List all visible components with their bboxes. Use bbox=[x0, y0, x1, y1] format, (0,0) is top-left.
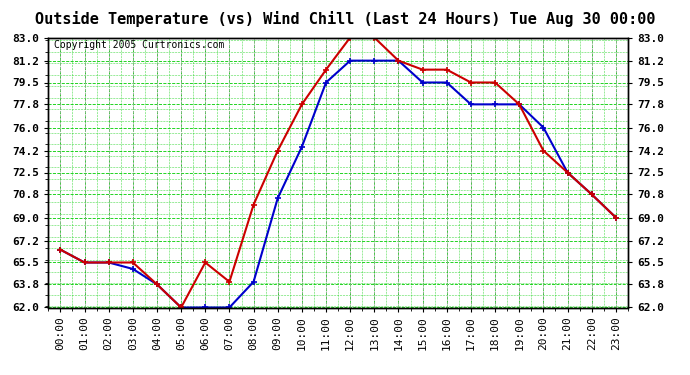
Text: Outside Temperature (vs) Wind Chill (Last 24 Hours) Tue Aug 30 00:00: Outside Temperature (vs) Wind Chill (Las… bbox=[34, 11, 655, 27]
Text: Copyright 2005 Curtronics.com: Copyright 2005 Curtronics.com bbox=[54, 40, 224, 50]
